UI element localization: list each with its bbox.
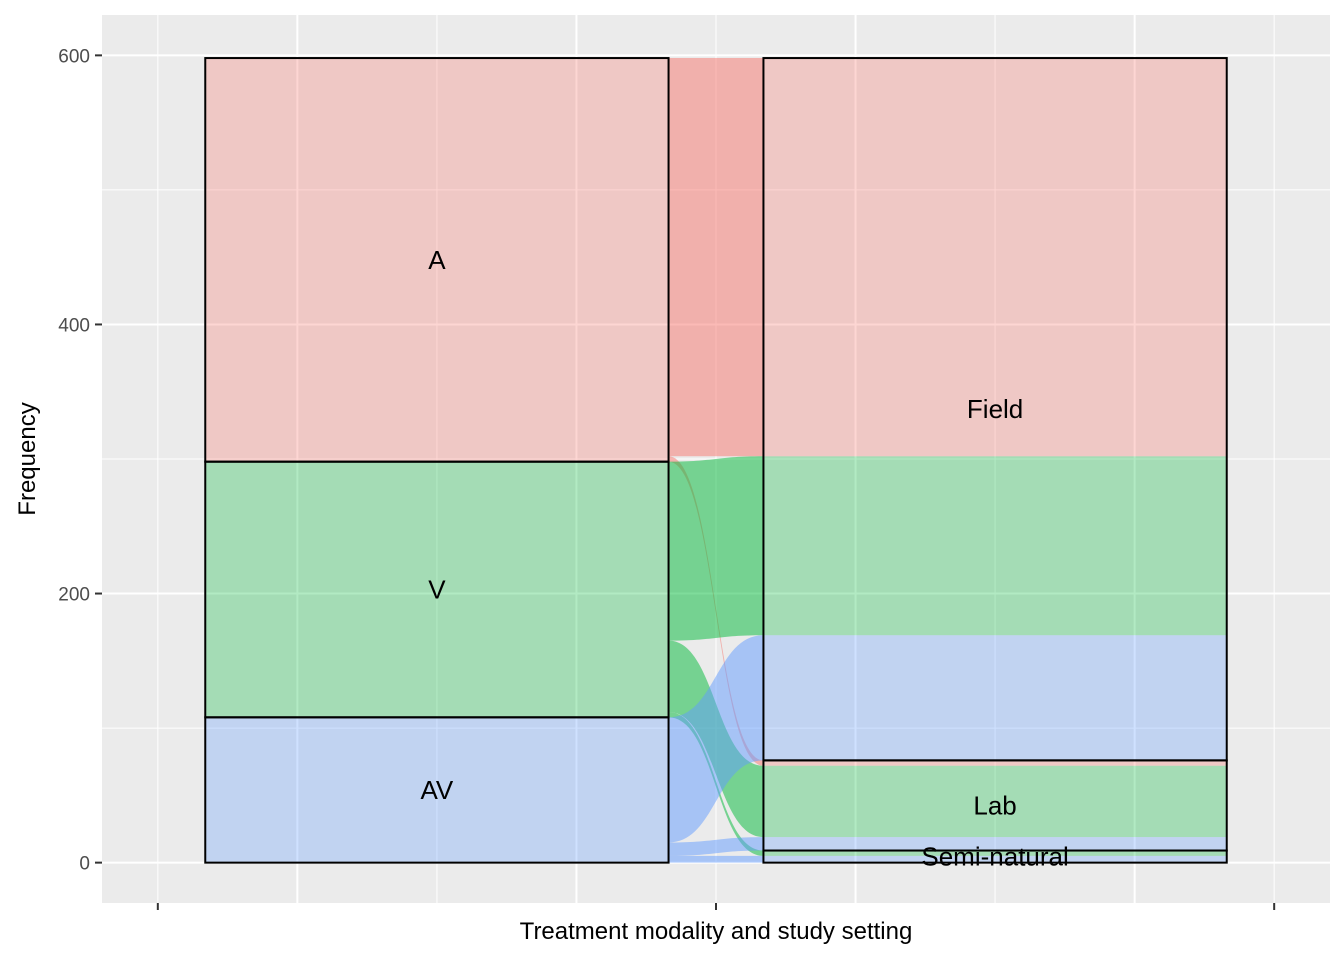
stratum-fill-segment-a-field [763,58,1227,457]
stratum-fill-a [205,58,669,462]
x-axis-title: Treatment modality and study setting [520,918,913,945]
stratum-fills [205,58,1227,863]
stratum-fill-segment-v-semi-natural [763,850,1227,856]
y-axis: 0 200 400 600 [58,46,102,875]
y-tick-label: 400 [58,315,90,336]
stratum-label-left-a: A [428,245,446,275]
flow-v-to-field [668,456,764,641]
stratum-fill-v [205,461,669,718]
stratum-outlines [204,57,1228,864]
stratum-fill-segment-a-lab [763,760,1227,766]
stratum-label-right-semi-natural: Semi-natural [921,842,1068,872]
flow-a-to-field [668,58,764,457]
y-axis-title: Frequency [14,402,41,515]
stratum-box-right-semi-natural [762,849,1228,864]
y-tick-label: 600 [58,46,90,67]
stratum-fill-segment-v-lab [763,765,1227,838]
stratum-fill-segment-v-field [763,456,1227,636]
stratum-box-left-av [204,716,670,864]
flows [668,58,764,863]
stratum-label-left-av: AV [421,775,454,805]
flow-av-to-lab [668,837,764,856]
y-tick-label: 0 [79,854,90,875]
stratum-fill-segment-av-semi-natural [763,855,1227,863]
stratum-fill-segment-av-lab [763,837,1227,851]
stratum-label-left-v: V [428,575,446,605]
stratum-fill-segment-av-field [763,635,1227,761]
stratum-label-right-field: Field [967,394,1023,424]
stratum-fill-av [205,717,669,863]
flow-av-to-field [668,635,764,843]
flow-av-to-semi-natural [668,855,764,863]
y-tick-label: 200 [58,585,90,606]
stratum-label-right-lab: Lab [973,790,1016,820]
x-axis [156,903,1276,910]
